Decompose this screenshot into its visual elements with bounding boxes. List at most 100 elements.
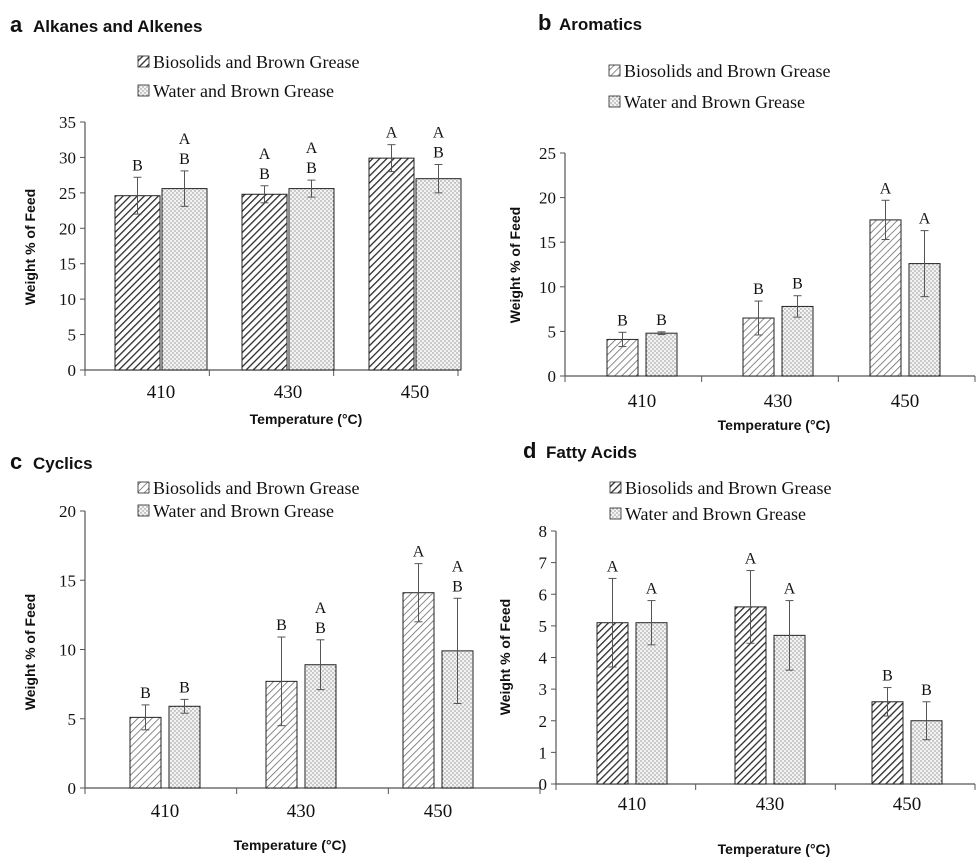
bar-water-430 bbox=[288, 188, 335, 371]
significance-letter: A bbox=[784, 581, 796, 598]
significance-letter: B bbox=[315, 620, 326, 637]
legend-label-biosolids: Biosolids and Brown Grease bbox=[624, 61, 830, 81]
legend-swatch-water bbox=[609, 507, 622, 520]
significance-letter: A bbox=[386, 125, 398, 142]
bar-water-450 bbox=[415, 178, 462, 371]
significance-letter: B bbox=[132, 157, 143, 174]
x-tick-label: 450 bbox=[893, 794, 922, 815]
significance-letter: A bbox=[433, 125, 445, 142]
x-axis-title: Temperature (°C) bbox=[718, 841, 831, 857]
legend-label-water: Water and Brown Grease bbox=[153, 81, 334, 101]
significance-letter: B bbox=[276, 617, 287, 634]
legend-label-water: Water and Brown Grease bbox=[153, 501, 334, 521]
y-tick-label: 0 bbox=[548, 367, 557, 386]
y-tick-label: 15 bbox=[59, 255, 76, 274]
panel-a: a Alkanes and Alkenes Biosolids and Brown … bbox=[10, 12, 462, 427]
significance-letter: A bbox=[306, 140, 318, 157]
y-tick-label: 10 bbox=[59, 641, 76, 660]
y-tick-label: 5 bbox=[68, 326, 77, 345]
significance-letter: A bbox=[880, 180, 892, 197]
significance-letter: A bbox=[745, 551, 757, 568]
significance-letter: B bbox=[452, 578, 463, 595]
y-tick-label: 35 bbox=[59, 113, 76, 132]
y-tick-label: 2 bbox=[539, 712, 548, 731]
y-tick-label: 15 bbox=[59, 571, 76, 590]
y-axis-title: Weight % of Feed bbox=[497, 599, 513, 715]
y-tick-label: 3 bbox=[539, 680, 548, 699]
significance-letter: B bbox=[753, 281, 764, 298]
y-tick-label: 10 bbox=[59, 290, 76, 309]
panel-letter: d bbox=[523, 438, 536, 463]
x-tick-label: 430 bbox=[274, 382, 303, 403]
panel-d: d Fatty Acids Biosolids and Brown Grease Wa… bbox=[497, 438, 976, 857]
bar-biosolids-450 bbox=[869, 219, 902, 377]
legend-swatch-biosolids bbox=[608, 64, 621, 77]
legend-label-biosolids: Biosolids and Brown Grease bbox=[153, 478, 359, 498]
y-tick-label: 10 bbox=[539, 278, 556, 297]
bar-biosolids-430 bbox=[241, 193, 288, 371]
panel-title: Fatty Acids bbox=[546, 443, 637, 462]
panel-title: Cyclics bbox=[33, 454, 93, 473]
y-tick-label: 25 bbox=[59, 184, 76, 203]
x-tick-label: 410 bbox=[628, 391, 657, 412]
significance-letter: B bbox=[656, 312, 667, 329]
y-tick-label: 5 bbox=[539, 617, 548, 636]
y-tick-label: 5 bbox=[68, 710, 77, 729]
panel-letter: c bbox=[10, 449, 22, 474]
significance-letter: B bbox=[882, 668, 893, 685]
bar-water-410 bbox=[635, 622, 668, 785]
y-tick-label: 1 bbox=[539, 743, 548, 762]
significance-letter: A bbox=[646, 581, 658, 598]
bar-biosolids-410 bbox=[114, 195, 161, 371]
significance-letter: B bbox=[617, 312, 628, 329]
legend-label-biosolids: Biosolids and Brown Grease bbox=[625, 478, 831, 498]
significance-letter: B bbox=[433, 145, 444, 162]
legend-label-biosolids: Biosolids and Brown Grease bbox=[153, 52, 359, 72]
significance-letter: B bbox=[179, 151, 190, 168]
panel-b: b Aromatics Biosolids and Brown Grease Wate… bbox=[507, 10, 976, 433]
panel-c: c Cyclics Biosolids and Brown Grease Water … bbox=[10, 449, 541, 853]
x-tick-label: 410 bbox=[147, 382, 176, 403]
x-axis-title: Temperature (°C) bbox=[718, 417, 831, 433]
significance-letter: A bbox=[452, 558, 464, 575]
panel-title: Alkanes and Alkenes bbox=[33, 17, 202, 36]
significance-letter: A bbox=[607, 558, 619, 575]
x-tick-label: 410 bbox=[618, 794, 647, 815]
significance-letter: B bbox=[792, 276, 803, 293]
x-tick-label: 450 bbox=[891, 391, 920, 412]
legend-swatch-water bbox=[608, 95, 621, 108]
x-tick-label: 410 bbox=[151, 801, 180, 822]
y-axis-title: Weight % of Feed bbox=[507, 207, 523, 323]
panel-letter: b bbox=[538, 10, 551, 35]
legend-swatch-biosolids bbox=[137, 55, 150, 68]
y-tick-label: 20 bbox=[59, 502, 76, 521]
legend-label-water: Water and Brown Grease bbox=[624, 92, 805, 112]
panel-title: Aromatics bbox=[559, 15, 642, 34]
x-tick-label: 430 bbox=[756, 794, 785, 815]
significance-letter: B bbox=[921, 682, 932, 699]
y-axis-title: Weight % of Feed bbox=[22, 189, 38, 305]
legend-swatch-biosolids bbox=[137, 481, 150, 494]
x-tick-label: 430 bbox=[764, 391, 793, 412]
significance-letter: B bbox=[140, 685, 151, 702]
y-tick-label: 30 bbox=[59, 148, 76, 167]
x-tick-label: 450 bbox=[401, 382, 430, 403]
legend-swatch-water bbox=[137, 84, 150, 97]
bar-water-430 bbox=[781, 305, 814, 377]
y-tick-label: 0 bbox=[539, 775, 548, 794]
significance-letter: A bbox=[259, 146, 271, 163]
bar-water-410 bbox=[645, 332, 678, 377]
y-tick-label: 20 bbox=[59, 219, 76, 238]
x-axis-title: Temperature (°C) bbox=[234, 837, 347, 853]
y-tick-label: 4 bbox=[539, 649, 548, 668]
significance-letter: A bbox=[413, 544, 425, 561]
significance-letter: A bbox=[315, 600, 327, 617]
legend-swatch-biosolids bbox=[609, 481, 622, 494]
significance-letter: A bbox=[919, 211, 931, 228]
bar-water-410 bbox=[168, 705, 201, 789]
panel-letter: a bbox=[10, 12, 23, 37]
y-axis-title: Weight % of Feed bbox=[22, 594, 38, 710]
y-tick-label: 6 bbox=[539, 585, 548, 604]
significance-letter: B bbox=[306, 160, 317, 177]
